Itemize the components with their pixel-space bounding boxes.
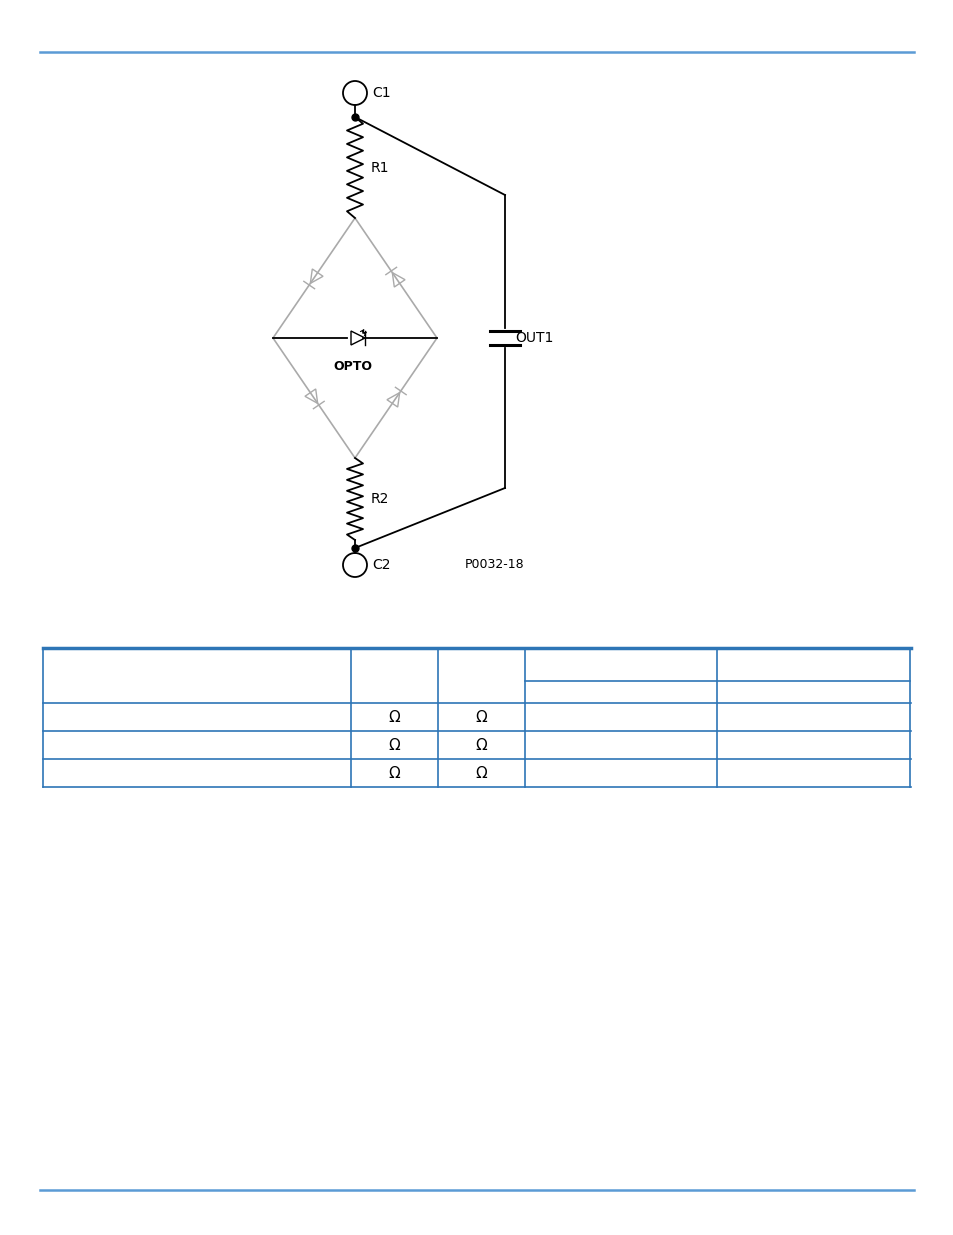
Text: C1: C1 xyxy=(372,86,390,100)
Text: Ω: Ω xyxy=(475,766,487,781)
Text: OPTO: OPTO xyxy=(334,359,372,373)
Text: Ω: Ω xyxy=(388,737,400,752)
Text: R1: R1 xyxy=(371,161,389,174)
Text: R2: R2 xyxy=(371,492,389,506)
Text: Ω: Ω xyxy=(475,737,487,752)
Text: P0032-18: P0032-18 xyxy=(464,558,524,572)
Text: OUT1: OUT1 xyxy=(515,331,553,345)
Text: C2: C2 xyxy=(372,558,390,572)
Text: Ω: Ω xyxy=(388,709,400,725)
Text: Ω: Ω xyxy=(388,766,400,781)
Text: Ω: Ω xyxy=(475,709,487,725)
